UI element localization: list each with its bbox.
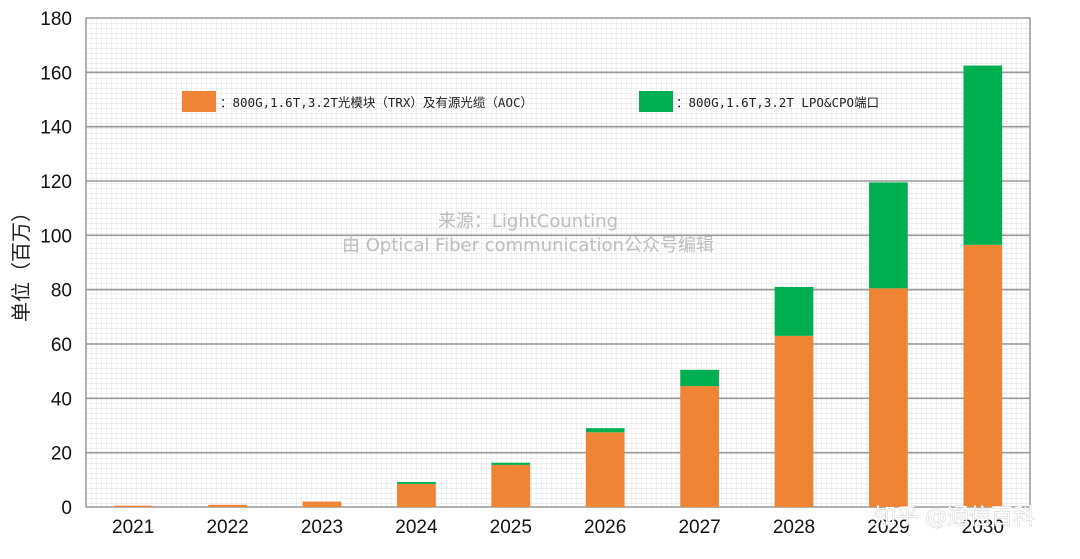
bar-trx-aoc-2030 [963,244,1003,507]
bar-layer [113,65,1003,507]
source-annotation: 来源：LightCounting [438,211,618,232]
x-tick-label: 2030 [962,517,1004,538]
y-axis-label: 单位（百万） [9,202,33,322]
bar-trx-aoc-2024 [397,483,436,507]
bar-lpo-cpo-2024 [397,482,436,484]
y-tick-label: 100 [40,226,72,247]
bar-trx-aoc-2028 [774,335,814,507]
watermark: 来源：LightCounting 由 Optical Fiber communi… [342,211,714,256]
x-tick-label: 2023 [301,517,343,538]
bar-trx-aoc-2027 [680,386,719,507]
bar-lpo-cpo-2025 [491,462,531,465]
bar-trx-aoc-2022 [208,504,247,507]
bar-trx-aoc-2021 [113,505,153,507]
y-tick-label: 40 [51,389,72,410]
editor-annotation: 由 Optical Fiber communication公众号编辑 [342,235,714,256]
x-tick-label: 2026 [584,517,626,538]
y-axis-ticks: 0 20 40 60 80 100 120 140 160 180 [40,9,72,519]
x-tick-label: 2024 [395,517,438,538]
bar-trx-aoc-2023 [302,501,342,507]
legend-swatch [182,91,216,112]
bar-lpo-cpo-2030 [963,65,1003,245]
y-tick-label: 60 [51,335,72,356]
x-tick-label: 2028 [773,517,815,538]
brand-watermark: 知乎 @通信百科 [874,505,1035,530]
y-tick-label: 80 [51,281,72,302]
legend-label: ：800G,1.6T,3.2T LPO&CPO端口 [676,95,879,110]
legend: ：800G,1.6T,3.2T光模块（TRX）及有源光缆（AOC） ：800G,1… [182,91,879,112]
y-tick-label: 0 [61,498,72,519]
y-tick-label: 140 [40,118,72,139]
x-tick-label: 2029 [867,517,909,538]
x-tick-label: 2022 [206,517,248,538]
x-tick-label: 2025 [490,517,532,538]
x-axis-ticks: 2021 2022 2023 2024 2025 2026 2027 2028 2029 2030 [112,517,1004,538]
legend-swatch [639,91,673,112]
x-tick-label: 2021 [112,517,154,538]
bar-lpo-cpo-2026 [585,428,625,433]
bar-lpo-cpo-2029 [869,182,908,289]
x-tick-label: 2027 [678,517,720,538]
bar-lpo-cpo-2028 [774,286,814,336]
bar-trx-aoc-2025 [491,464,531,507]
y-tick-label: 180 [40,9,72,30]
bar-lpo-cpo-2027 [680,369,719,387]
bar-trx-aoc-2029 [869,288,908,507]
y-tick-label: 120 [40,172,72,193]
bar-trx-aoc-2026 [585,432,625,507]
legend-label: ：800G,1.6T,3.2T光模块（TRX）及有源光缆（AOC） [220,95,533,110]
y-tick-label: 160 [40,63,72,84]
y-tick-label: 20 [51,444,72,465]
